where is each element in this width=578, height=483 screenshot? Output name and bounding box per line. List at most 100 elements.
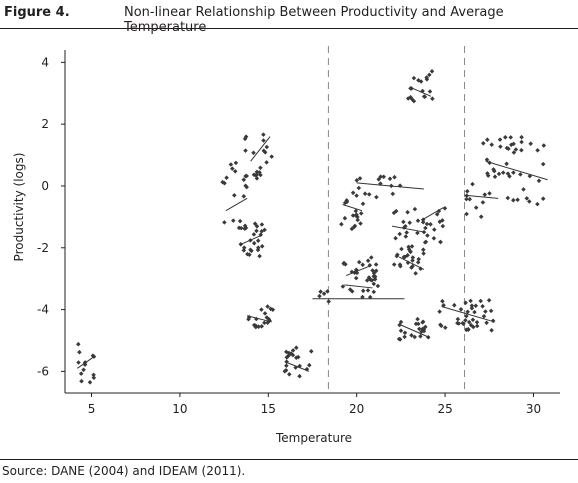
data-point <box>360 201 366 207</box>
data-point <box>243 148 248 153</box>
data-point <box>484 157 490 162</box>
data-point <box>286 353 291 358</box>
data-point <box>360 262 365 268</box>
data-point <box>519 134 524 140</box>
figure-title: Non-linear Relationship Between Producti… <box>124 5 504 35</box>
data-point <box>391 262 397 267</box>
y-tick-label: -4 <box>37 303 49 317</box>
data-point <box>397 322 402 328</box>
source-note: Source: DANE (2004) and IDEAM (2011). <box>2 464 246 478</box>
data-point <box>269 154 274 159</box>
fit-line <box>391 225 426 233</box>
data-point <box>466 327 471 332</box>
data-point <box>438 322 443 328</box>
data-point <box>456 321 462 326</box>
data-point <box>224 175 229 180</box>
data-point <box>420 320 425 325</box>
data-point <box>432 227 437 232</box>
data-point <box>358 221 363 226</box>
data-point <box>409 265 414 270</box>
data-point <box>415 260 421 265</box>
figure-label: Figure 4. <box>4 5 70 20</box>
data-point <box>422 240 428 245</box>
data-point <box>318 289 323 294</box>
data-point <box>294 345 299 350</box>
data-point <box>257 253 262 259</box>
data-point <box>409 333 414 338</box>
data-point <box>77 349 82 355</box>
data-point <box>360 288 366 294</box>
data-point <box>360 294 365 300</box>
data-point <box>485 171 490 176</box>
data-point <box>480 304 485 309</box>
data-point <box>373 262 379 267</box>
data-point <box>81 367 86 373</box>
data-point <box>352 224 357 230</box>
data-point <box>307 362 312 368</box>
data-point <box>413 321 419 327</box>
data-point <box>398 263 403 269</box>
fit-line <box>356 182 424 190</box>
data-point <box>253 324 259 330</box>
data-point <box>390 191 396 197</box>
data-point <box>317 293 322 299</box>
data-point <box>412 206 418 212</box>
fit-line <box>225 197 248 212</box>
data-point <box>464 313 469 319</box>
data-point <box>424 221 430 227</box>
data-point <box>339 221 344 227</box>
data-point <box>404 230 409 235</box>
data-point <box>233 160 239 166</box>
data-point <box>535 148 540 153</box>
data-point <box>528 141 533 146</box>
fit-line <box>398 256 425 270</box>
data-point <box>489 328 494 333</box>
data-point <box>356 259 362 265</box>
fit-line <box>345 265 370 277</box>
data-point <box>431 236 437 241</box>
header-rule <box>0 28 578 29</box>
data-point <box>402 334 407 340</box>
data-point <box>259 244 265 249</box>
data-point <box>455 316 461 322</box>
data-point <box>416 321 421 327</box>
data-point <box>369 255 374 260</box>
data-point <box>503 135 508 140</box>
data-point <box>403 234 409 239</box>
data-point <box>232 169 238 174</box>
data-point <box>365 258 371 263</box>
data-point <box>228 162 234 167</box>
data-point <box>452 302 457 308</box>
data-point <box>463 318 468 323</box>
data-point <box>468 322 474 328</box>
data-point <box>261 132 266 137</box>
data-point <box>519 147 524 153</box>
data-point <box>486 298 492 303</box>
data-point <box>259 324 264 329</box>
data-point <box>358 211 364 216</box>
data-point <box>421 251 426 256</box>
data-point <box>367 294 373 300</box>
y-tick-label: 4 <box>41 55 49 69</box>
data-point <box>252 221 258 226</box>
data-point <box>500 170 506 175</box>
data-point <box>325 289 330 294</box>
data-point <box>469 303 475 308</box>
data-point <box>290 352 296 358</box>
data-point <box>392 174 397 180</box>
data-point <box>443 325 448 330</box>
data-point <box>504 161 509 167</box>
x-tick-label: 5 <box>88 402 96 416</box>
data-point <box>460 320 465 326</box>
data-point <box>482 192 488 197</box>
data-point <box>410 255 416 260</box>
data-point <box>496 171 502 177</box>
data-point <box>505 195 511 201</box>
data-point <box>498 144 503 149</box>
data-point <box>518 172 523 177</box>
data-point <box>419 329 424 334</box>
data-point <box>270 307 276 312</box>
data-point <box>405 209 410 215</box>
data-point <box>430 96 435 101</box>
data-point <box>364 278 370 283</box>
